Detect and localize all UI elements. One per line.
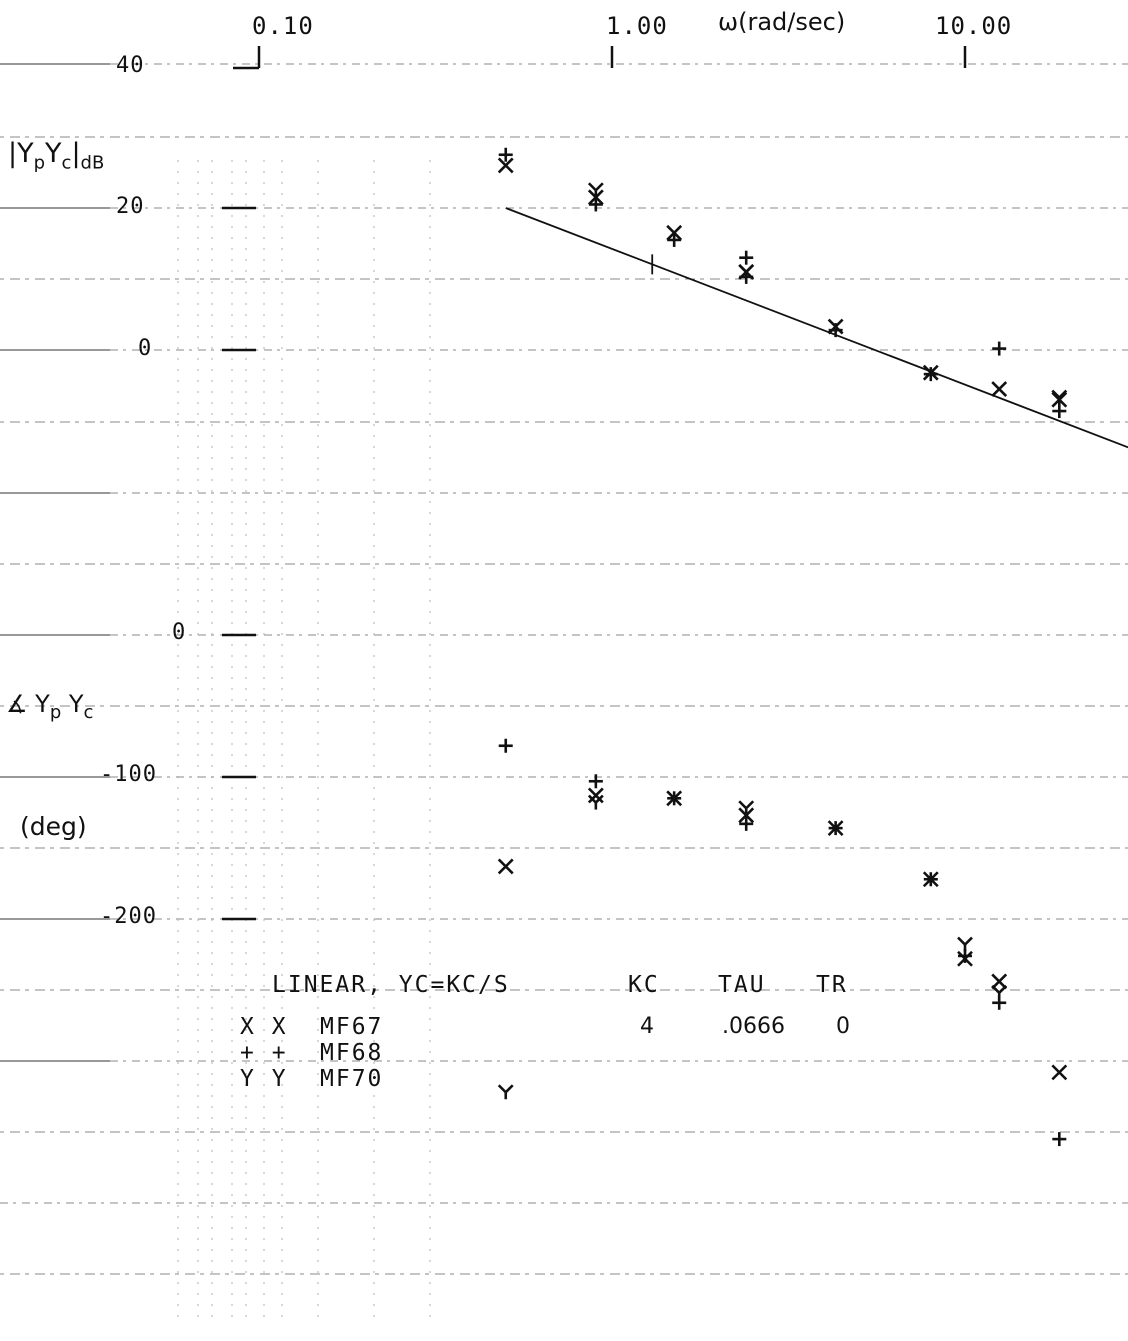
phase-point-mf70-stroke	[746, 801, 753, 808]
phase-point-mf67	[589, 788, 603, 802]
phase-point-mf70-stroke	[999, 986, 1006, 993]
legend-tr-mf67: 0	[836, 1014, 850, 1039]
mag-tick-label-40: 40	[116, 53, 145, 78]
phase-point-mf70	[739, 801, 753, 815]
mag-point-mf70	[589, 183, 603, 197]
mag-ylabel-sub2: c	[62, 152, 72, 173]
phase-point-mf68	[499, 739, 513, 753]
x-axis-label: ω(rad/sec)	[718, 8, 845, 36]
magnitude-fit-line	[506, 208, 1128, 449]
phase-ylabel-a: ∡ Y	[6, 690, 50, 718]
phase-point-mf70	[589, 796, 603, 810]
mag-point-mf67	[992, 382, 1006, 396]
mag-point-mf68	[589, 197, 603, 211]
phase-tick-label-0: 0	[172, 620, 186, 645]
phase-point-mf70-stroke	[992, 986, 999, 993]
legend-name-mf67: MF67	[320, 1014, 383, 1040]
mag-ylabel-b: Y	[45, 138, 62, 169]
phase-point-mf68	[1052, 1132, 1066, 1146]
mag-ylabel-a: |Y	[8, 138, 34, 169]
phase-tick-label-neg200: -200	[100, 904, 157, 929]
mag-ylabel: |YpYc|dB	[8, 138, 104, 173]
legend-col-tr: TR	[816, 972, 848, 998]
mag-point-mf70-stroke	[746, 265, 753, 272]
phase-point-mf67	[1052, 1065, 1066, 1079]
phase-ylabel-sub1: p	[50, 702, 61, 723]
phase-point-mf70-stroke	[506, 1085, 513, 1092]
legend-col-tau: TAU	[718, 972, 766, 998]
legend-symbol-mf68: + +	[240, 1040, 288, 1066]
phase-point-mf70-stroke	[965, 938, 972, 945]
mag-point-mf70-stroke	[739, 265, 746, 272]
grid	[0, 64, 1128, 1320]
phase-ylabel: ∡ Yp Yc	[6, 690, 93, 723]
mag-point-mf68	[992, 342, 1006, 356]
phase-point-mf70	[499, 1085, 513, 1099]
x-tick-label-10.00: 10.00	[935, 12, 1012, 40]
legend-symbol-mf70: Y Y	[240, 1066, 288, 1092]
mag-ylabel-c: |	[71, 138, 80, 169]
legend-col-kc: KC	[628, 972, 660, 998]
mag-point-mf70	[1052, 391, 1066, 405]
mag-point-mf70-stroke	[596, 183, 603, 190]
mag-tick-label-20: 20	[116, 194, 145, 219]
mag-point-mf68	[829, 323, 843, 337]
phase-point-mf67	[499, 859, 513, 873]
legend-name-mf68: MF68	[320, 1040, 383, 1066]
x-tick-label-1.00: 1.00	[606, 12, 668, 40]
phase-point-mf70	[958, 938, 972, 952]
data-marks	[499, 148, 1067, 1146]
mag-ylabel-unit: dB	[81, 152, 105, 173]
mag-ylabel-sub1: p	[34, 152, 45, 173]
phase-ylabel-b: Y	[61, 690, 83, 718]
phase-tick-label-neg100: -100	[100, 762, 157, 787]
legend-tau-mf67: .0666	[722, 1014, 785, 1039]
phase-ylabel-unit: (deg)	[20, 812, 87, 841]
legend-symbol-mf67: X X	[240, 1014, 288, 1040]
x-tick-label-0.10: 0.10	[252, 12, 314, 40]
legend-name-mf70: MF70	[320, 1066, 383, 1092]
mag-tick-label-0: 0	[138, 336, 152, 361]
phase-ylabel-sub2: c	[84, 702, 94, 723]
phase-point-mf70-stroke	[739, 801, 746, 808]
mag-point-mf68	[739, 251, 753, 265]
phase-point-mf70-stroke	[958, 938, 965, 945]
phase-point-mf70	[992, 986, 1006, 1000]
mag-point-mf68	[667, 233, 681, 247]
mag-point-mf70-stroke	[589, 183, 596, 190]
phase-point-mf68	[589, 774, 603, 788]
phase-point-mf70-stroke	[499, 1085, 506, 1092]
legend-header: LINEAR, YC=KC/S	[272, 972, 510, 998]
fit-line-group	[506, 208, 1128, 449]
legend-kc-mf67: 4	[640, 1014, 654, 1039]
